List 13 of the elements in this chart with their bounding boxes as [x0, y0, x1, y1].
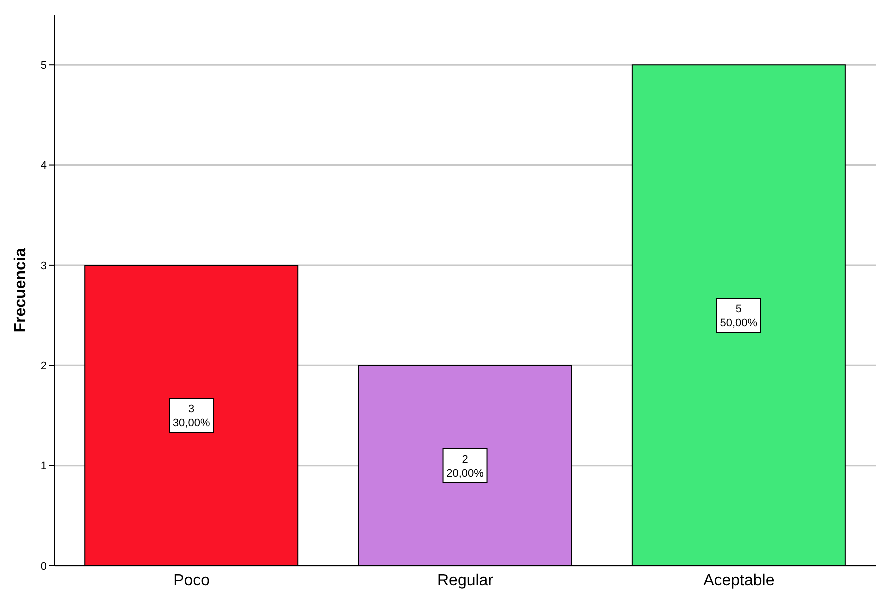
- data-label: 3 30,00%: [172, 404, 210, 430]
- y-tick-label: 5: [40, 60, 47, 72]
- data-label: 2 20,00%: [446, 454, 484, 480]
- y-tick-label: 0: [40, 560, 47, 573]
- y-tick-label: 4: [40, 160, 47, 172]
- y-tick-label: 2: [40, 360, 47, 373]
- y-tick-label: 3: [40, 260, 47, 272]
- x-tick-label: Poco: [174, 572, 210, 590]
- x-tick-label: Regular: [437, 572, 494, 590]
- y-tick-label: 1: [40, 460, 47, 473]
- x-tick-label: Aceptable: [704, 572, 775, 590]
- data-label: 5 50,00%: [720, 304, 758, 330]
- y-axis-title: Frecuencia: [12, 248, 30, 333]
